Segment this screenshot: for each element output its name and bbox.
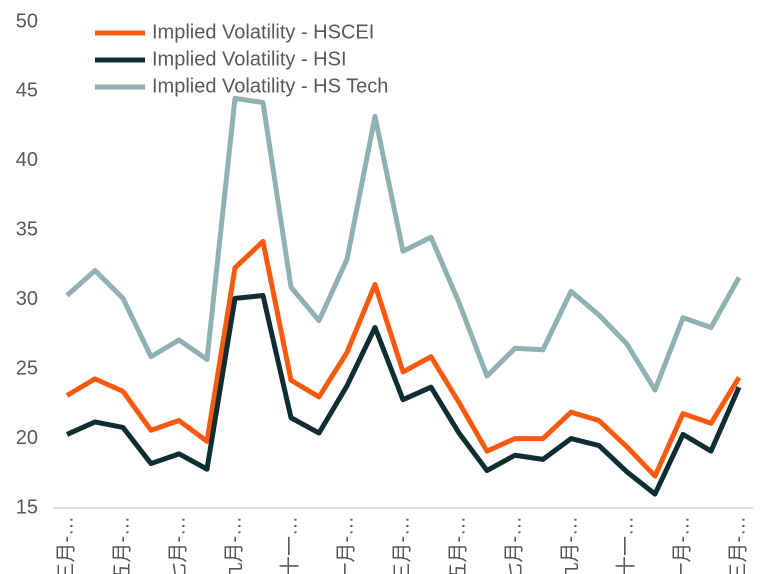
y-tick-label: 20 <box>16 427 38 449</box>
x-tick-label: 三月-… <box>727 516 749 574</box>
x-tick-label: 五月-… <box>447 516 469 574</box>
y-tick-label: 35 <box>16 219 38 241</box>
x-tick-label: 九月-… <box>558 516 581 574</box>
y-tick-label: 15 <box>16 496 38 518</box>
x-tick-label: 一月-… <box>335 516 357 574</box>
y-tick-label: 30 <box>16 288 38 310</box>
x-tick-label: 十一… <box>614 516 637 574</box>
y-tick-label: 50 <box>16 10 38 32</box>
legend-label: Implied Volatility - HS Tech <box>152 75 388 97</box>
y-tick-label: 25 <box>16 357 38 379</box>
x-tick-label: 七月-… <box>166 516 189 574</box>
x-tick-label: 五月-… <box>111 516 133 574</box>
y-tick-label: 40 <box>16 149 38 171</box>
x-tick-label: 七月-… <box>502 516 525 574</box>
legend-label: Implied Volatility - HSCEI <box>152 21 374 43</box>
x-tick-label: 九月-… <box>222 516 245 574</box>
legend-label: Implied Volatility - HSI <box>152 48 347 70</box>
x-tick-label: 一月-… <box>671 516 693 574</box>
x-tick-label: 三月-… <box>55 516 77 574</box>
series-line <box>65 95 742 393</box>
x-tick-label: 十一… <box>278 516 301 574</box>
x-tick-label: 三月-… <box>391 516 413 574</box>
series-line <box>65 238 742 479</box>
y-tick-label: 45 <box>16 80 38 102</box>
series-line <box>65 293 742 497</box>
